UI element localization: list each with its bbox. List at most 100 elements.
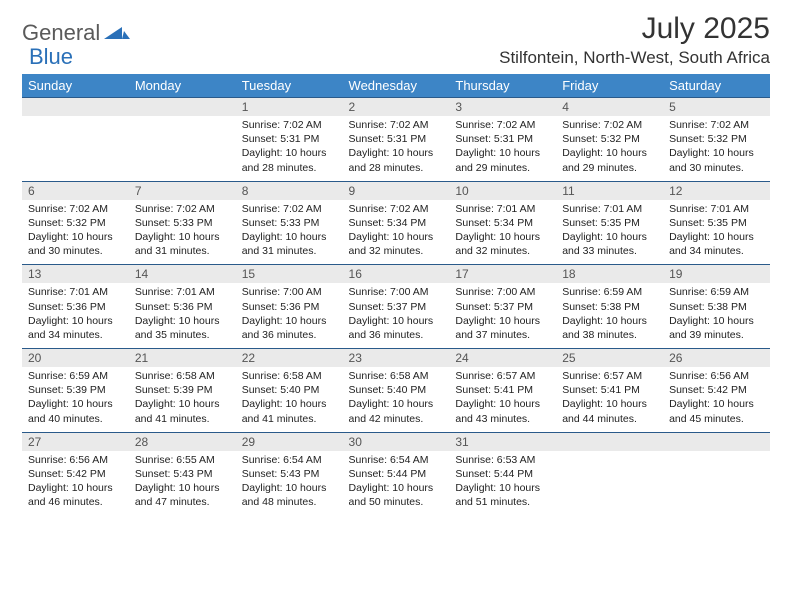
daylight-line: Daylight: 10 hours and 36 minutes. (242, 314, 337, 342)
day-body: Sunrise: 7:02 AMSunset: 5:33 PMDaylight:… (129, 200, 236, 265)
sunrise-line: Sunrise: 6:59 AM (28, 369, 123, 383)
logo: General (22, 20, 134, 46)
sunrise-line: Sunrise: 6:58 AM (349, 369, 444, 383)
sunset-line: Sunset: 5:36 PM (135, 300, 230, 314)
location: Stilfontein, North-West, South Africa (499, 48, 770, 68)
day-header: Saturday (663, 74, 770, 98)
day-cell: 27Sunrise: 6:56 AMSunset: 5:42 PMDayligh… (22, 432, 129, 515)
day-body: Sunrise: 6:58 AMSunset: 5:40 PMDaylight:… (236, 367, 343, 432)
day-cell (129, 98, 236, 182)
day-body: Sunrise: 7:01 AMSunset: 5:35 PMDaylight:… (556, 200, 663, 265)
daylight-line: Daylight: 10 hours and 50 minutes. (349, 481, 444, 509)
day-body: Sunrise: 7:01 AMSunset: 5:35 PMDaylight:… (663, 200, 770, 265)
day-body: Sunrise: 7:01 AMSunset: 5:36 PMDaylight:… (22, 283, 129, 348)
day-cell: 31Sunrise: 6:53 AMSunset: 5:44 PMDayligh… (449, 432, 556, 515)
day-header: Monday (129, 74, 236, 98)
day-cell: 1Sunrise: 7:02 AMSunset: 5:31 PMDaylight… (236, 98, 343, 182)
sunset-line: Sunset: 5:38 PM (669, 300, 764, 314)
day-body: Sunrise: 7:02 AMSunset: 5:32 PMDaylight:… (663, 116, 770, 181)
sunset-line: Sunset: 5:43 PM (242, 467, 337, 481)
day-body: Sunrise: 6:59 AMSunset: 5:39 PMDaylight:… (22, 367, 129, 432)
day-body: Sunrise: 6:57 AMSunset: 5:41 PMDaylight:… (449, 367, 556, 432)
logo-text-general: General (22, 20, 100, 46)
day-body: Sunrise: 7:01 AMSunset: 5:36 PMDaylight:… (129, 283, 236, 348)
day-body: Sunrise: 6:59 AMSunset: 5:38 PMDaylight:… (556, 283, 663, 348)
day-number: 24 (449, 349, 556, 367)
sunrise-line: Sunrise: 7:01 AM (669, 202, 764, 216)
week-row: 13Sunrise: 7:01 AMSunset: 5:36 PMDayligh… (22, 265, 770, 349)
day-body: Sunrise: 7:02 AMSunset: 5:31 PMDaylight:… (449, 116, 556, 181)
sunset-line: Sunset: 5:33 PM (242, 216, 337, 230)
day-number: 3 (449, 98, 556, 116)
day-body-empty (129, 116, 236, 166)
sunset-line: Sunset: 5:35 PM (562, 216, 657, 230)
day-header: Thursday (449, 74, 556, 98)
logo-triangle-icon (104, 25, 130, 41)
day-cell: 10Sunrise: 7:01 AMSunset: 5:34 PMDayligh… (449, 181, 556, 265)
day-cell: 15Sunrise: 7:00 AMSunset: 5:36 PMDayligh… (236, 265, 343, 349)
sunrise-line: Sunrise: 7:02 AM (349, 118, 444, 132)
day-body: Sunrise: 7:02 AMSunset: 5:34 PMDaylight:… (343, 200, 450, 265)
day-number: 2 (343, 98, 450, 116)
sunrise-line: Sunrise: 7:02 AM (135, 202, 230, 216)
day-cell: 4Sunrise: 7:02 AMSunset: 5:32 PMDaylight… (556, 98, 663, 182)
daylight-line: Daylight: 10 hours and 48 minutes. (242, 481, 337, 509)
day-cell: 8Sunrise: 7:02 AMSunset: 5:33 PMDaylight… (236, 181, 343, 265)
sunset-line: Sunset: 5:31 PM (242, 132, 337, 146)
day-number: 27 (22, 433, 129, 451)
day-number: 12 (663, 182, 770, 200)
sunset-line: Sunset: 5:36 PM (28, 300, 123, 314)
day-number: 8 (236, 182, 343, 200)
day-body: Sunrise: 6:58 AMSunset: 5:39 PMDaylight:… (129, 367, 236, 432)
day-cell: 11Sunrise: 7:01 AMSunset: 5:35 PMDayligh… (556, 181, 663, 265)
day-number: 4 (556, 98, 663, 116)
sunset-line: Sunset: 5:41 PM (562, 383, 657, 397)
day-header: Tuesday (236, 74, 343, 98)
daylight-line: Daylight: 10 hours and 35 minutes. (135, 314, 230, 342)
day-body: Sunrise: 7:02 AMSunset: 5:32 PMDaylight:… (22, 200, 129, 265)
day-body-empty (22, 116, 129, 166)
sunset-line: Sunset: 5:34 PM (455, 216, 550, 230)
sunset-line: Sunset: 5:40 PM (242, 383, 337, 397)
day-body: Sunrise: 6:56 AMSunset: 5:42 PMDaylight:… (22, 451, 129, 516)
daylight-line: Daylight: 10 hours and 31 minutes. (242, 230, 337, 258)
day-body: Sunrise: 6:59 AMSunset: 5:38 PMDaylight:… (663, 283, 770, 348)
day-cell: 16Sunrise: 7:00 AMSunset: 5:37 PMDayligh… (343, 265, 450, 349)
day-body: Sunrise: 6:53 AMSunset: 5:44 PMDaylight:… (449, 451, 556, 516)
sunset-line: Sunset: 5:38 PM (562, 300, 657, 314)
sunrise-line: Sunrise: 7:02 AM (669, 118, 764, 132)
day-cell: 3Sunrise: 7:02 AMSunset: 5:31 PMDaylight… (449, 98, 556, 182)
sunrise-line: Sunrise: 7:00 AM (455, 285, 550, 299)
day-body-empty (556, 451, 663, 501)
day-cell (22, 98, 129, 182)
day-body: Sunrise: 6:57 AMSunset: 5:41 PMDaylight:… (556, 367, 663, 432)
sunrise-line: Sunrise: 6:56 AM (669, 369, 764, 383)
day-cell: 28Sunrise: 6:55 AMSunset: 5:43 PMDayligh… (129, 432, 236, 515)
day-number: 28 (129, 433, 236, 451)
daylight-line: Daylight: 10 hours and 51 minutes. (455, 481, 550, 509)
title-block: July 2025 Stilfontein, North-West, South… (499, 12, 770, 68)
day-body: Sunrise: 7:02 AMSunset: 5:32 PMDaylight:… (556, 116, 663, 181)
day-header: Friday (556, 74, 663, 98)
daylight-line: Daylight: 10 hours and 28 minutes. (349, 146, 444, 174)
sunrise-line: Sunrise: 6:57 AM (562, 369, 657, 383)
week-row: 20Sunrise: 6:59 AMSunset: 5:39 PMDayligh… (22, 349, 770, 433)
day-number: 13 (22, 265, 129, 283)
day-cell: 26Sunrise: 6:56 AMSunset: 5:42 PMDayligh… (663, 349, 770, 433)
month-title: July 2025 (499, 12, 770, 46)
day-number: 30 (343, 433, 450, 451)
daylight-line: Daylight: 10 hours and 46 minutes. (28, 481, 123, 509)
day-body: Sunrise: 6:54 AMSunset: 5:43 PMDaylight:… (236, 451, 343, 516)
daylight-line: Daylight: 10 hours and 39 minutes. (669, 314, 764, 342)
day-cell: 13Sunrise: 7:01 AMSunset: 5:36 PMDayligh… (22, 265, 129, 349)
day-number: 15 (236, 265, 343, 283)
day-body: Sunrise: 6:55 AMSunset: 5:43 PMDaylight:… (129, 451, 236, 516)
sunrise-line: Sunrise: 6:53 AM (455, 453, 550, 467)
day-body-empty (663, 451, 770, 501)
day-number: 7 (129, 182, 236, 200)
day-body: Sunrise: 7:02 AMSunset: 5:31 PMDaylight:… (343, 116, 450, 181)
day-number: 14 (129, 265, 236, 283)
day-cell: 2Sunrise: 7:02 AMSunset: 5:31 PMDaylight… (343, 98, 450, 182)
sunset-line: Sunset: 5:32 PM (28, 216, 123, 230)
day-header: Sunday (22, 74, 129, 98)
